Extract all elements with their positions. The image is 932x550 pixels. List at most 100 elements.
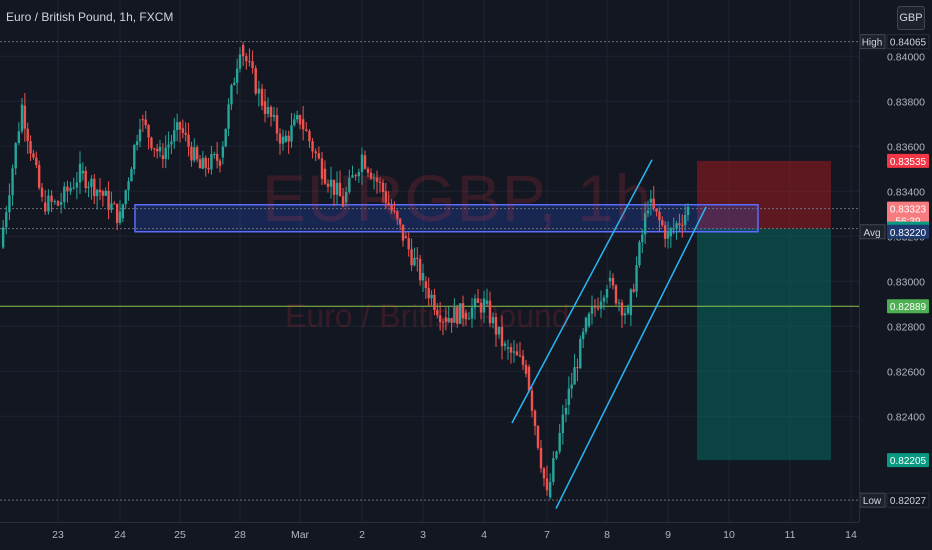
candle-body (187, 134, 190, 147)
candle-body (458, 303, 462, 324)
candle-body (620, 302, 624, 316)
candle-body (599, 301, 603, 309)
candle-body (584, 317, 588, 332)
price-label-badge (886, 34, 930, 50)
candle-body (666, 232, 670, 239)
candle-body (357, 172, 361, 177)
candle-body (293, 119, 296, 126)
price-label-value: 0.82027 (890, 496, 927, 507)
candle-body (284, 135, 288, 142)
candle-body (617, 302, 621, 304)
candle-body (366, 168, 370, 173)
candle-body (461, 303, 465, 319)
price-label-value: 0.82205 (890, 456, 927, 467)
candle-body (509, 347, 513, 353)
candle-body (20, 104, 24, 132)
candle-body (40, 187, 44, 197)
candle-body (184, 132, 187, 135)
candle-body (326, 183, 330, 187)
candle-body (393, 210, 396, 212)
candle-body (210, 154, 213, 170)
candle-body (37, 165, 41, 188)
candle-body (254, 68, 257, 94)
candle-body (593, 306, 597, 308)
time-tick-label: 28 (234, 529, 246, 541)
candle-body (218, 160, 222, 166)
candle-body (378, 181, 382, 183)
candle-body (317, 153, 321, 159)
candle-body (456, 307, 459, 324)
candle-body (602, 297, 606, 302)
candle-body (418, 258, 422, 281)
stop-loss-zone (697, 160, 831, 229)
candle-body (81, 170, 85, 174)
candle-body (351, 175, 354, 178)
candle-body (407, 238, 410, 250)
candle-body (323, 168, 327, 184)
candle-body (384, 191, 388, 203)
candle-body (539, 447, 543, 469)
price-tick-label: 0.83600 (887, 141, 925, 153)
candle-body (530, 390, 534, 411)
candle-body (398, 218, 402, 225)
candle-body (133, 145, 136, 170)
candle-body (178, 122, 182, 130)
price-tick-label: 0.83800 (887, 96, 925, 108)
candle-body (95, 189, 99, 197)
currency-button[interactable]: GBP (897, 6, 925, 30)
candle-body (35, 157, 38, 166)
candle-body (632, 289, 635, 292)
candle-body (669, 228, 673, 237)
candle-body (245, 56, 248, 62)
candle-body (181, 128, 185, 133)
candle-body (629, 289, 633, 315)
candle-body (47, 195, 50, 212)
candle-body (375, 177, 379, 182)
candle-body (221, 146, 225, 158)
candle-body (153, 148, 156, 150)
candle-body (127, 181, 130, 191)
candle-body (421, 273, 425, 281)
candle-body (500, 326, 504, 347)
candle-body (257, 88, 261, 94)
candle-body (170, 141, 173, 145)
price-label-tag (859, 34, 886, 50)
price-label-badge (887, 201, 929, 228)
candle-body (360, 154, 364, 173)
channel-upper-line (511, 159, 653, 424)
take-profit-zone (697, 228, 831, 461)
candle-body (138, 129, 142, 142)
candle-body (17, 131, 21, 144)
candle-body (433, 294, 436, 311)
candle-body (298, 115, 302, 125)
candle-body (260, 88, 264, 106)
candle-body (59, 202, 63, 205)
candle-body (175, 122, 179, 131)
candle-body (311, 141, 314, 152)
candle-body (32, 153, 35, 158)
candle-body (281, 136, 285, 144)
time-tick-label: 24 (114, 529, 126, 541)
candle-body (141, 119, 145, 121)
candle-body (308, 131, 311, 142)
candle-body (29, 141, 32, 154)
candle-body (506, 347, 510, 349)
candle-body (295, 115, 299, 120)
candle-body (69, 187, 72, 192)
candle-body (573, 367, 576, 385)
candle-body (441, 322, 445, 324)
candle-body (201, 157, 205, 169)
candle-body (104, 190, 107, 196)
name-watermark: Euro / British Pound (285, 298, 570, 334)
candle-body (193, 147, 196, 161)
price-tick-label: 0.82400 (887, 411, 925, 423)
candle-body (430, 294, 433, 299)
candle-body (72, 187, 75, 189)
candle-body (485, 300, 489, 304)
candle-body (238, 54, 242, 69)
candle-body (661, 220, 664, 226)
price-tick-label: 0.82800 (887, 321, 925, 333)
candle-body (155, 148, 159, 152)
candle-body (290, 125, 293, 142)
